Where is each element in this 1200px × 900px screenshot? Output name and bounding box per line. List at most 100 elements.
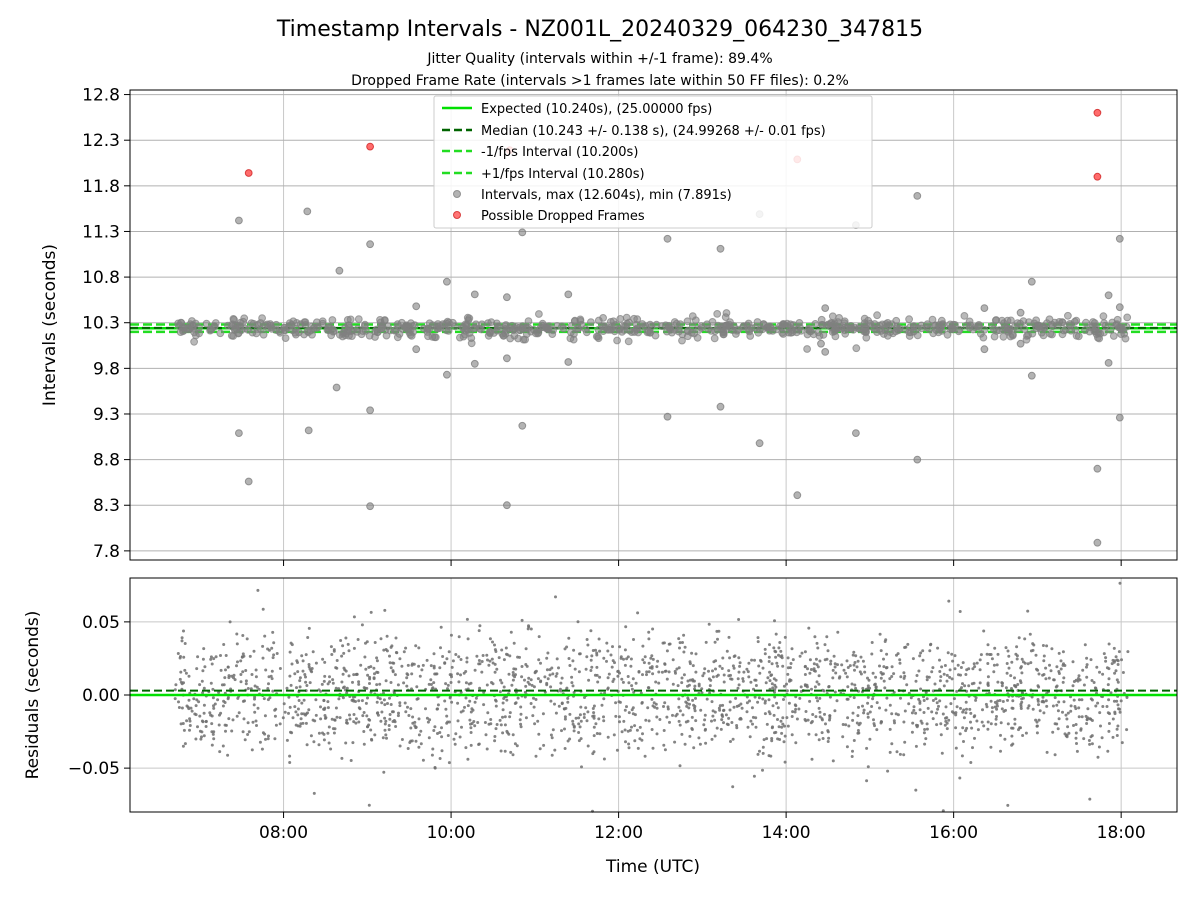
interval-point — [574, 326, 581, 333]
residual-point — [514, 668, 517, 671]
residual-point — [825, 635, 828, 638]
residual-point — [676, 713, 679, 716]
residual-point — [1009, 674, 1012, 677]
residual-point — [449, 696, 452, 699]
residual-point — [535, 755, 538, 758]
residual-point — [987, 675, 990, 678]
residual-point — [693, 685, 696, 688]
residual-point — [967, 684, 970, 687]
residual-point — [273, 709, 276, 712]
residual-point — [792, 658, 795, 661]
residual-point — [1074, 705, 1077, 708]
residual-point — [951, 660, 954, 663]
residual-point — [847, 666, 850, 669]
residual-point — [174, 697, 177, 700]
x-tick-label: 14:00 — [762, 823, 811, 843]
residual-point — [678, 666, 681, 669]
residual-point — [872, 672, 875, 675]
residual-point — [186, 705, 189, 708]
residual-point — [1108, 643, 1111, 646]
interval-point — [1109, 319, 1116, 326]
interval-point — [810, 331, 817, 338]
residual-point — [832, 759, 835, 762]
residual-point — [717, 630, 720, 633]
residual-point — [374, 641, 377, 644]
residual-point — [428, 683, 431, 686]
residual-point — [1077, 680, 1080, 683]
residual-point — [182, 630, 185, 633]
interval-outlier-point — [981, 346, 988, 353]
residual-point — [428, 736, 431, 739]
residual-point — [185, 672, 188, 675]
residual-point — [774, 650, 777, 653]
interval-outlier-point — [236, 217, 243, 224]
residual-point — [810, 688, 813, 691]
residual-point — [1126, 650, 1129, 653]
residual-point — [815, 658, 818, 661]
residual-point — [557, 666, 560, 669]
residual-point — [598, 676, 601, 679]
residual-point — [574, 668, 577, 671]
residual-point — [662, 744, 665, 747]
residual-point — [907, 702, 910, 705]
residual-point — [862, 660, 865, 663]
residual-point — [819, 711, 822, 714]
residual-point — [577, 716, 580, 719]
interval-point — [1075, 333, 1082, 340]
residual-point — [547, 677, 550, 680]
interval-point — [379, 322, 386, 329]
residual-point — [890, 712, 893, 715]
residual-point — [495, 727, 498, 730]
residual-point — [457, 680, 460, 683]
residual-point — [899, 753, 902, 756]
residual-point — [383, 698, 386, 701]
residual-point — [242, 730, 245, 733]
residual-point — [918, 702, 921, 705]
residual-point — [295, 686, 298, 689]
residual-point — [1088, 798, 1091, 801]
residual-point — [890, 675, 893, 678]
residual-point — [661, 671, 664, 674]
residual-point — [771, 725, 774, 728]
residual-point — [993, 647, 996, 650]
residual-point — [611, 666, 614, 669]
residual-point — [275, 724, 278, 727]
residual-point — [785, 716, 788, 719]
residual-point — [232, 718, 235, 721]
residual-point — [345, 719, 348, 722]
residual-point — [286, 739, 289, 742]
residual-point — [918, 654, 921, 657]
residual-point — [1053, 678, 1056, 681]
residual-point — [245, 679, 248, 682]
residual-point — [640, 702, 643, 705]
residual-point — [184, 742, 187, 745]
residual-point — [818, 707, 821, 710]
residual-point — [861, 687, 864, 690]
residual-point — [808, 672, 811, 675]
residual-point — [852, 712, 855, 715]
residual-point — [648, 662, 651, 665]
residual-point — [1111, 662, 1114, 665]
residual-point — [1116, 678, 1119, 681]
residual-point — [786, 689, 789, 692]
residual-point — [357, 699, 360, 702]
residual-point — [1108, 712, 1111, 715]
residual-point — [627, 675, 630, 678]
residual-point — [1086, 663, 1089, 666]
residual-point — [482, 703, 485, 706]
interval-outlier-point — [664, 413, 671, 420]
residual-point — [369, 665, 372, 668]
residual-point — [1077, 706, 1080, 709]
residual-point — [647, 686, 650, 689]
residual-point — [1085, 722, 1088, 725]
residual-point — [401, 738, 404, 741]
residual-point — [568, 738, 571, 741]
residual-point — [1044, 677, 1047, 680]
residual-point — [818, 660, 821, 663]
residual-point — [212, 737, 215, 740]
residual-point — [509, 751, 512, 754]
residual-point — [1062, 681, 1065, 684]
residual-point — [805, 710, 808, 713]
residual-point — [939, 722, 942, 725]
residual-point — [1055, 704, 1058, 707]
